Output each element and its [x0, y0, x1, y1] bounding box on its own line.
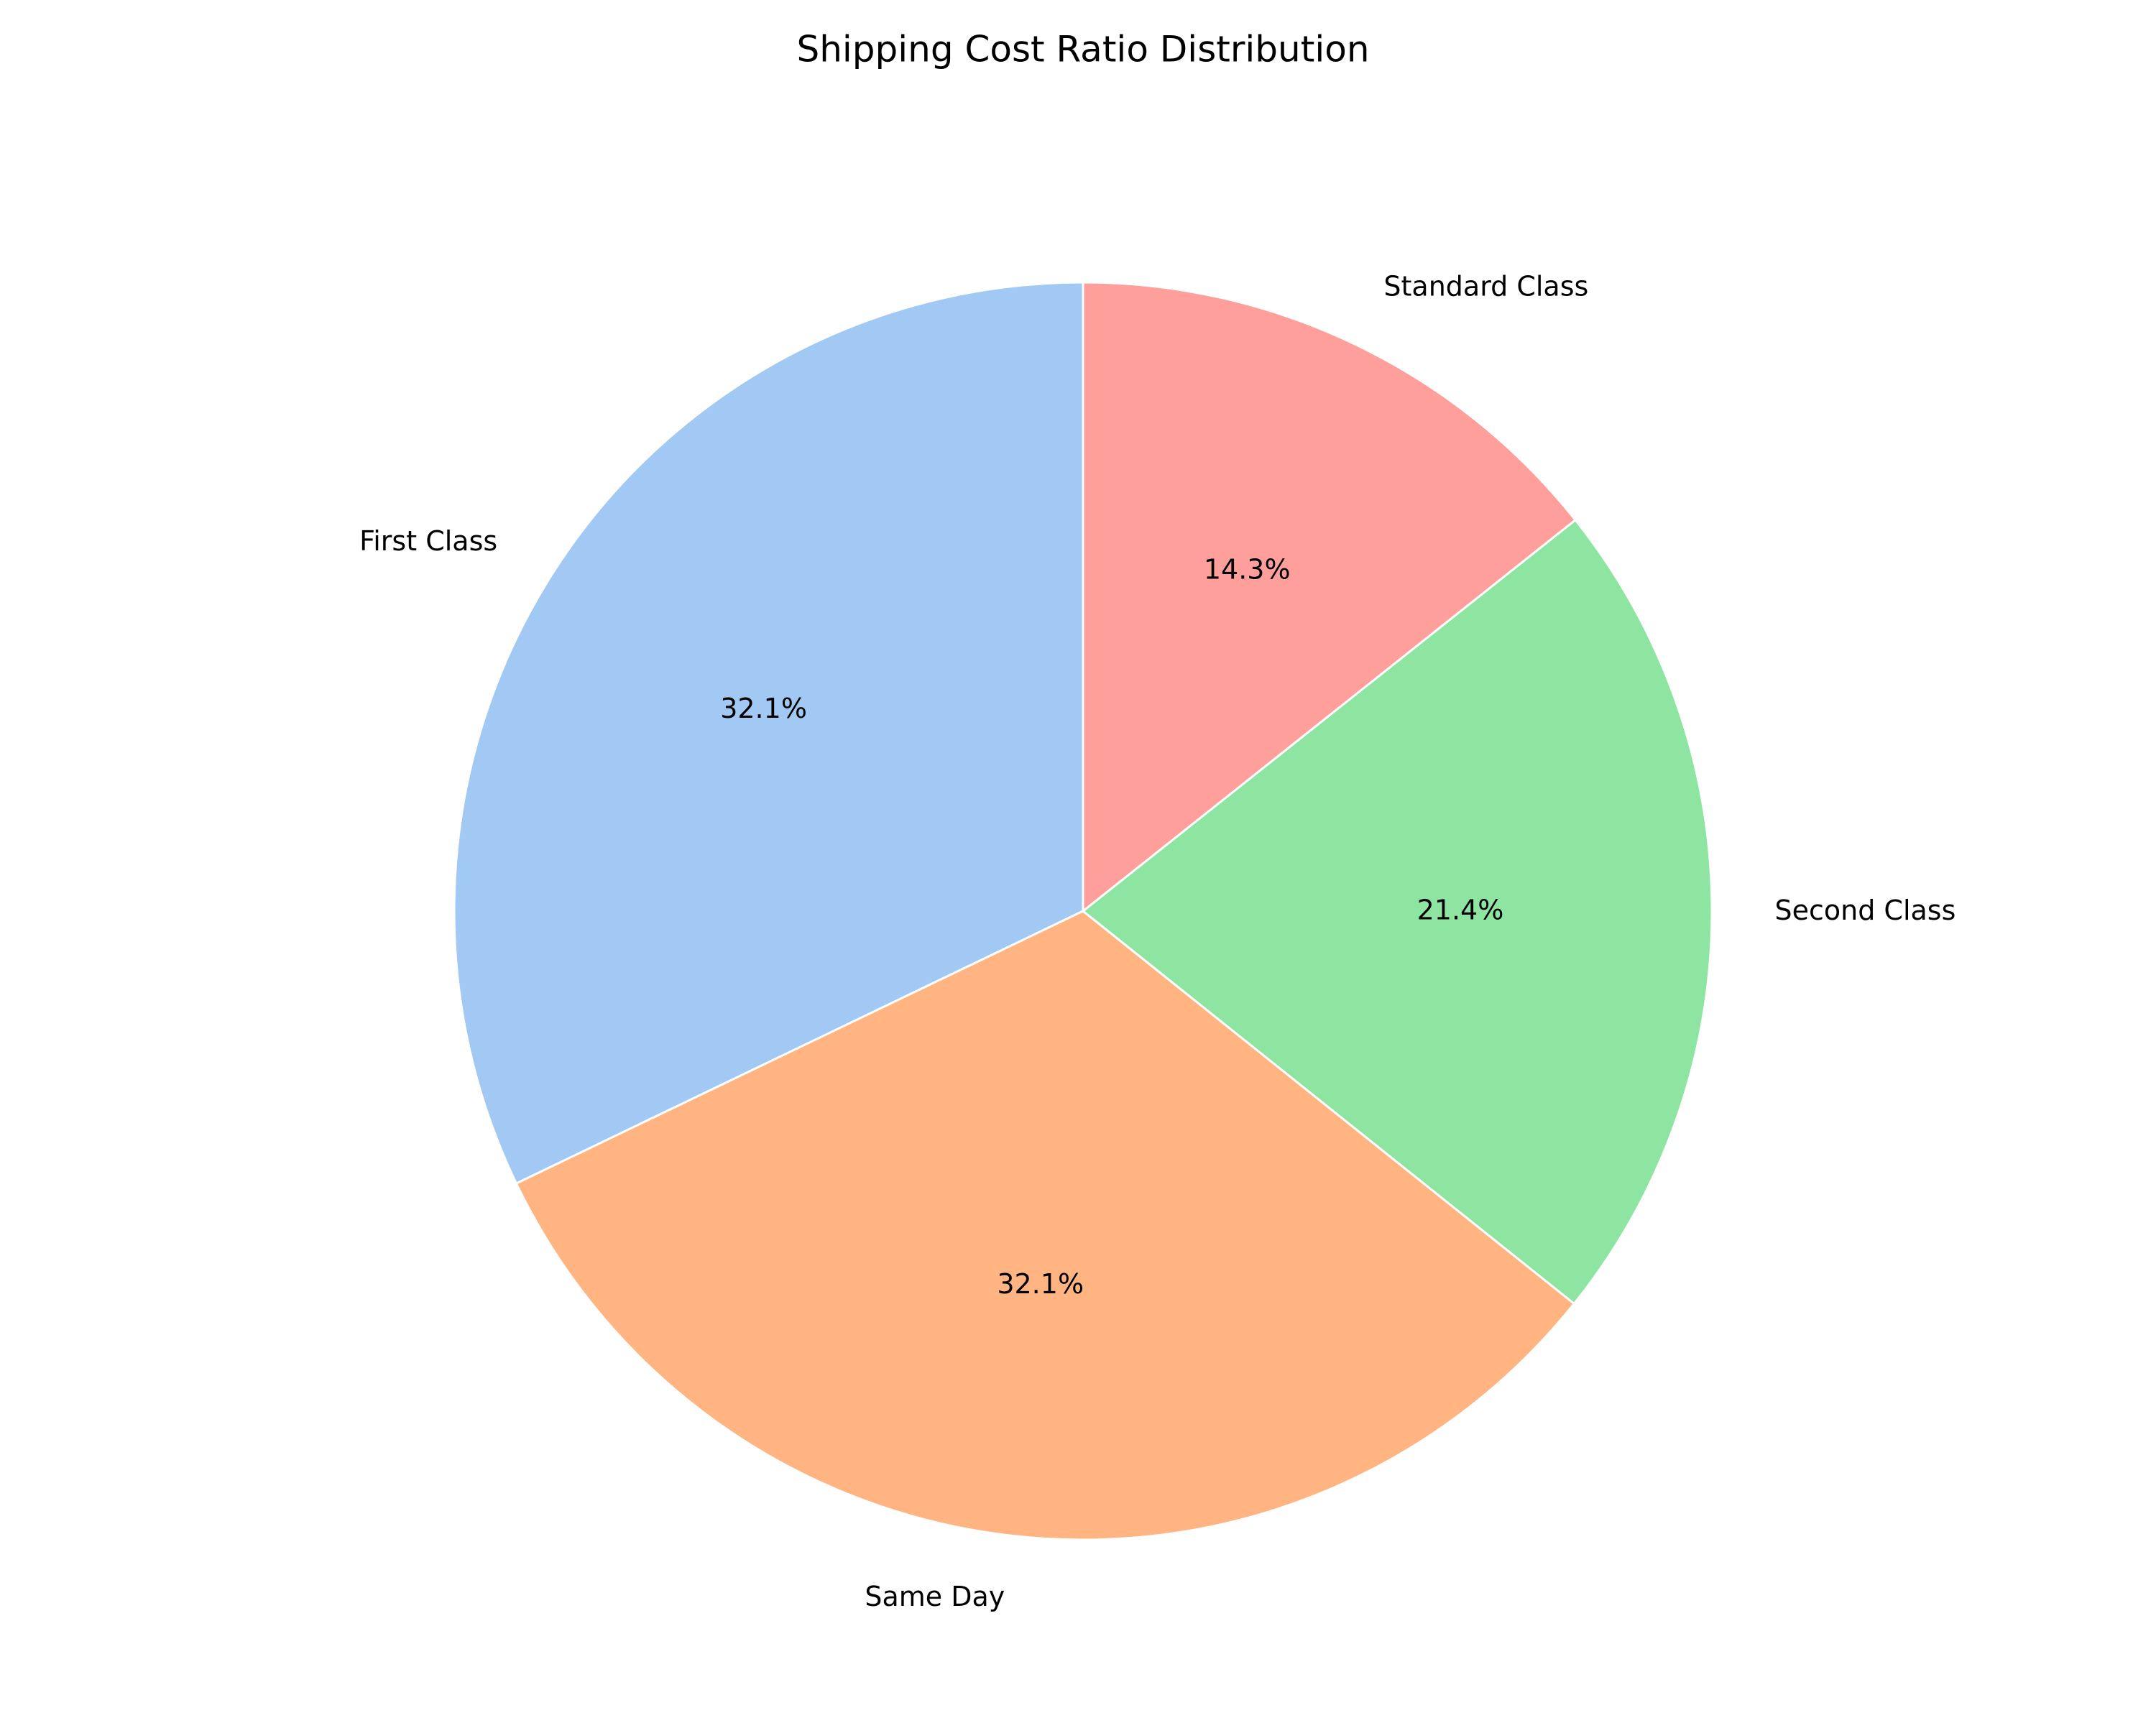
pie-slice-same-day	[515, 910, 1576, 1541]
pie-category-label-standard-class: Standard Class	[1383, 271, 1588, 302]
pie-slice-standard-class	[1082, 281, 1577, 914]
chart-title: Shipping Cost Ratio Distribution	[796, 29, 1369, 70]
pie-percent-label-second-class: 21.4%	[1417, 894, 1504, 925]
pie-percent-label-first-class: 32.1%	[720, 693, 807, 724]
pie-slice-second-class	[1081, 518, 1713, 1306]
pie-percent-label-standard-class: 14.3%	[1204, 554, 1291, 586]
pie-category-label-second-class: Second Class	[1774, 895, 1955, 926]
pie-labels: 32.1% First Class 32.1% Same Day 21.4% Second…	[359, 271, 1955, 1612]
pie-percent-label-same-day: 32.1%	[997, 1268, 1084, 1300]
pie-category-label-first-class: First Class	[359, 525, 497, 557]
pie-slices	[453, 281, 1713, 1541]
pie-slice-first-class	[453, 281, 1084, 1186]
pie-category-label-same-day: Same Day	[865, 1581, 1005, 1612]
